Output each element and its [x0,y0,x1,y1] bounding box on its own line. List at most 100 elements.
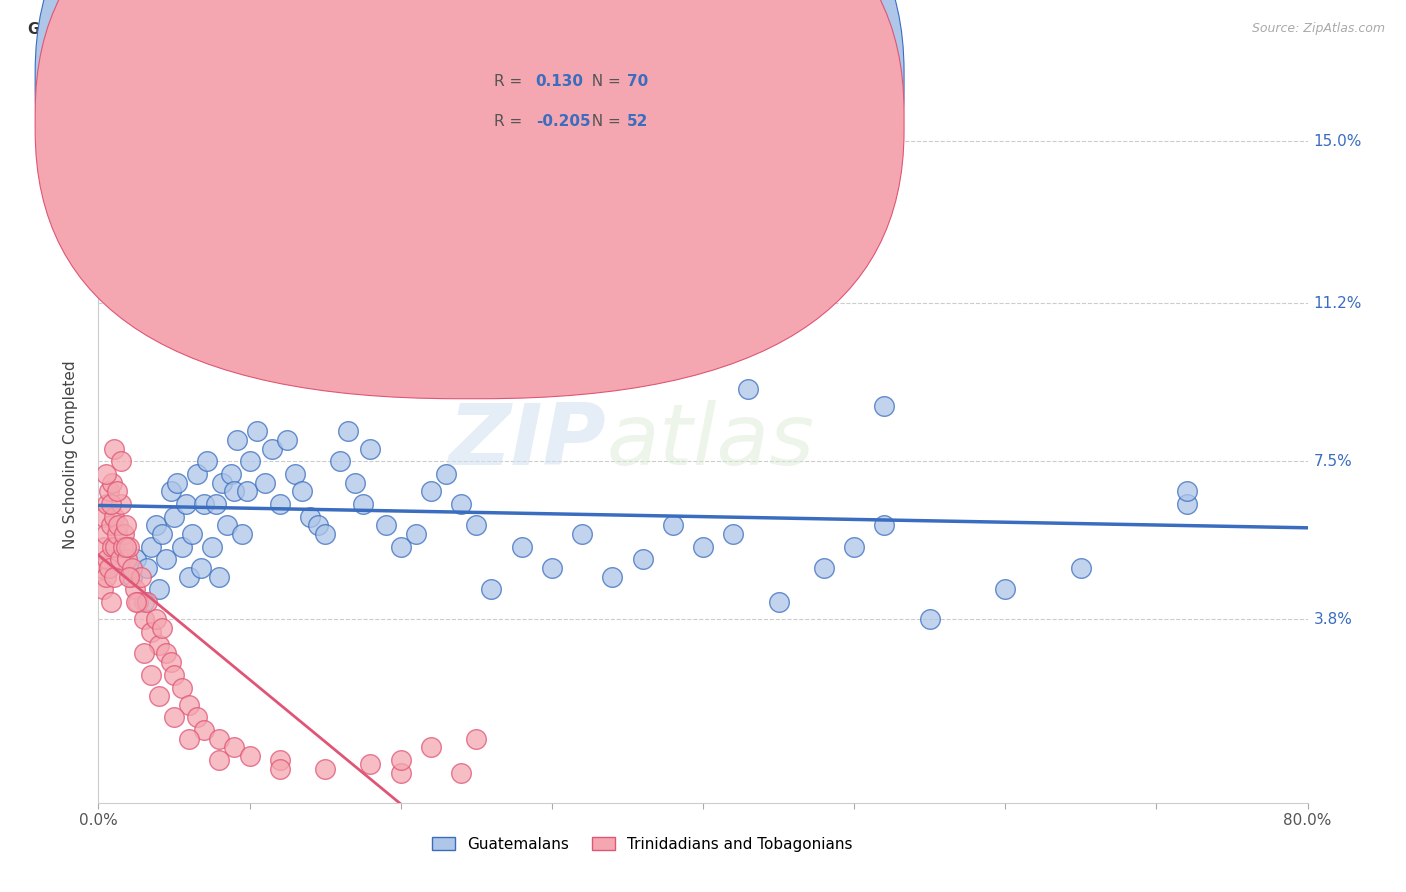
Point [1175,484,1198,499]
Point [100,497,122,511]
Point [115,552,138,566]
Text: R =: R = [494,74,527,88]
Point [110,497,132,511]
Point [160,484,183,499]
Point [215,518,238,533]
Point [163,509,186,524]
Point [145,612,167,626]
Point [186,467,208,482]
Point [450,497,472,511]
Point [389,753,412,767]
Point [150,621,173,635]
Text: -0.205: -0.205 [536,114,591,128]
Point [813,561,835,575]
Text: 52: 52 [627,114,648,128]
Point [420,740,443,755]
Point [269,753,291,767]
Point [148,638,170,652]
Point [141,625,163,640]
Point [170,540,193,554]
Point [208,753,231,767]
Point [94,527,117,541]
Point [307,518,329,533]
Point [190,561,212,575]
Point [98,484,121,499]
Text: ZIP: ZIP [449,400,606,483]
Point [434,467,457,482]
Point [201,540,224,554]
Point [299,509,322,524]
Point [221,467,243,482]
Point [387,211,409,225]
Point [465,518,488,533]
Point [166,475,188,490]
Point [150,527,173,541]
Point [481,582,503,597]
Point [239,454,262,468]
Point [352,497,374,511]
Y-axis label: No Schooling Completed: No Schooling Completed [63,360,77,549]
Point [235,484,257,499]
Point [103,509,125,524]
Point [873,399,896,413]
Point [110,454,132,468]
Point [118,569,141,583]
Point [94,467,117,482]
Text: R =: R = [494,114,527,128]
Point [661,518,683,533]
Point [132,647,155,661]
Point [101,475,124,490]
Point [114,518,136,533]
Point [602,569,624,583]
Point [121,561,143,575]
Point [284,467,307,482]
Point [360,757,382,772]
Point [360,442,382,456]
Text: 3.8%: 3.8% [1313,612,1353,627]
Point [148,689,170,703]
Point [420,484,443,499]
Point [405,527,427,541]
Point [631,552,654,566]
Point [114,540,136,554]
Text: N =: N = [582,74,626,88]
Point [179,569,201,583]
Point [125,552,148,566]
Point [125,595,148,609]
Point [510,540,533,554]
Point [91,582,114,597]
Point [246,425,269,439]
Point [208,569,231,583]
Point [389,540,412,554]
Point [211,475,233,490]
Text: 7.5%: 7.5% [1313,454,1353,469]
Point [873,518,896,533]
Point [269,762,291,776]
Point [148,582,170,597]
Point [224,484,246,499]
Point [100,595,122,609]
Point [121,569,143,583]
Text: 70: 70 [627,74,648,88]
Point [231,527,253,541]
Point [107,518,129,533]
Point [181,527,204,541]
Text: 11.2%: 11.2% [1313,296,1362,311]
Point [96,497,118,511]
Point [571,527,593,541]
Point [186,710,208,724]
Point [124,582,146,597]
Point [224,740,246,755]
Point [389,766,412,780]
Point [540,561,562,575]
Point [93,540,115,554]
Point [193,497,215,511]
Point [374,518,396,533]
Point [994,582,1017,597]
Point [918,612,941,626]
Point [127,595,149,609]
Point [141,540,163,554]
Point [105,484,128,499]
Point [314,527,336,541]
Text: GUATEMALAN VS TRINIDADIAN AND TOBAGONIAN NO SCHOOLING COMPLETED CORRELATION CHAR: GUATEMALAN VS TRINIDADIAN AND TOBAGONIAN… [28,22,860,37]
